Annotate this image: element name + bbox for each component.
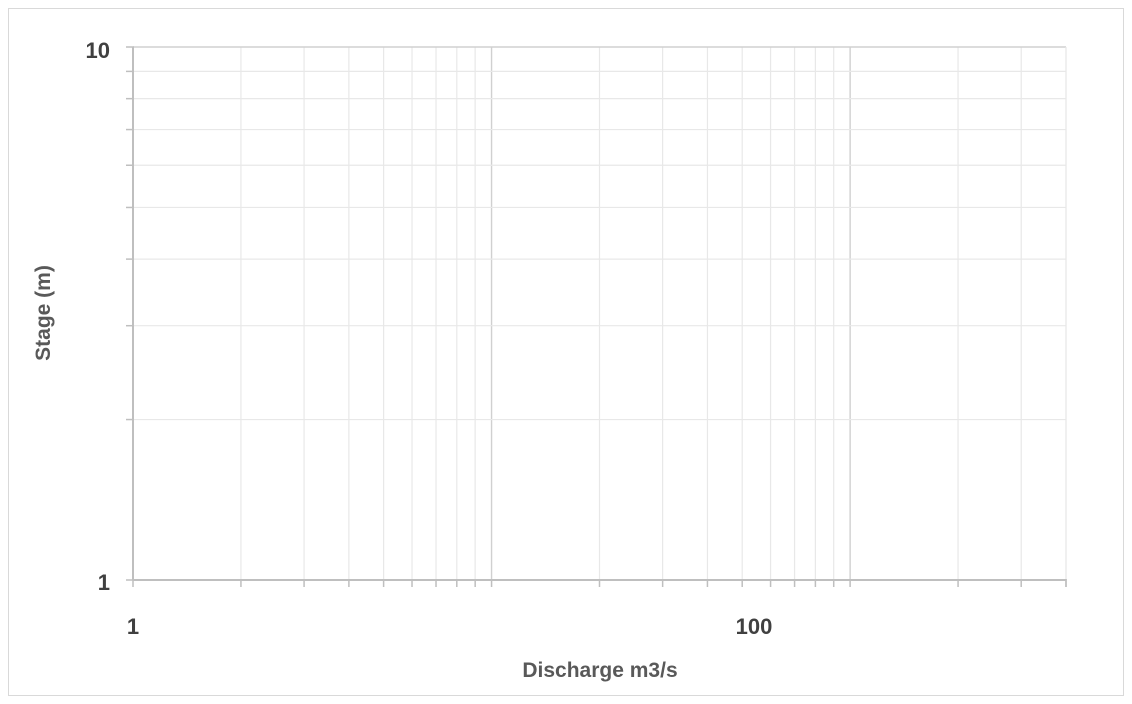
y-tick-label-bottom: 1: [98, 570, 110, 595]
gridlines: [133, 46, 1067, 580]
axes: [126, 46, 1067, 587]
chart-area: [8, 8, 1124, 696]
x-tick-label-second: 100: [736, 614, 773, 639]
x-axis-title: Discharge m3/s: [522, 659, 677, 682]
x-tick-label-first: 1: [127, 614, 139, 639]
y-axis-title: Stage (m): [32, 265, 55, 361]
y-tick-label-top: 10: [86, 38, 110, 63]
